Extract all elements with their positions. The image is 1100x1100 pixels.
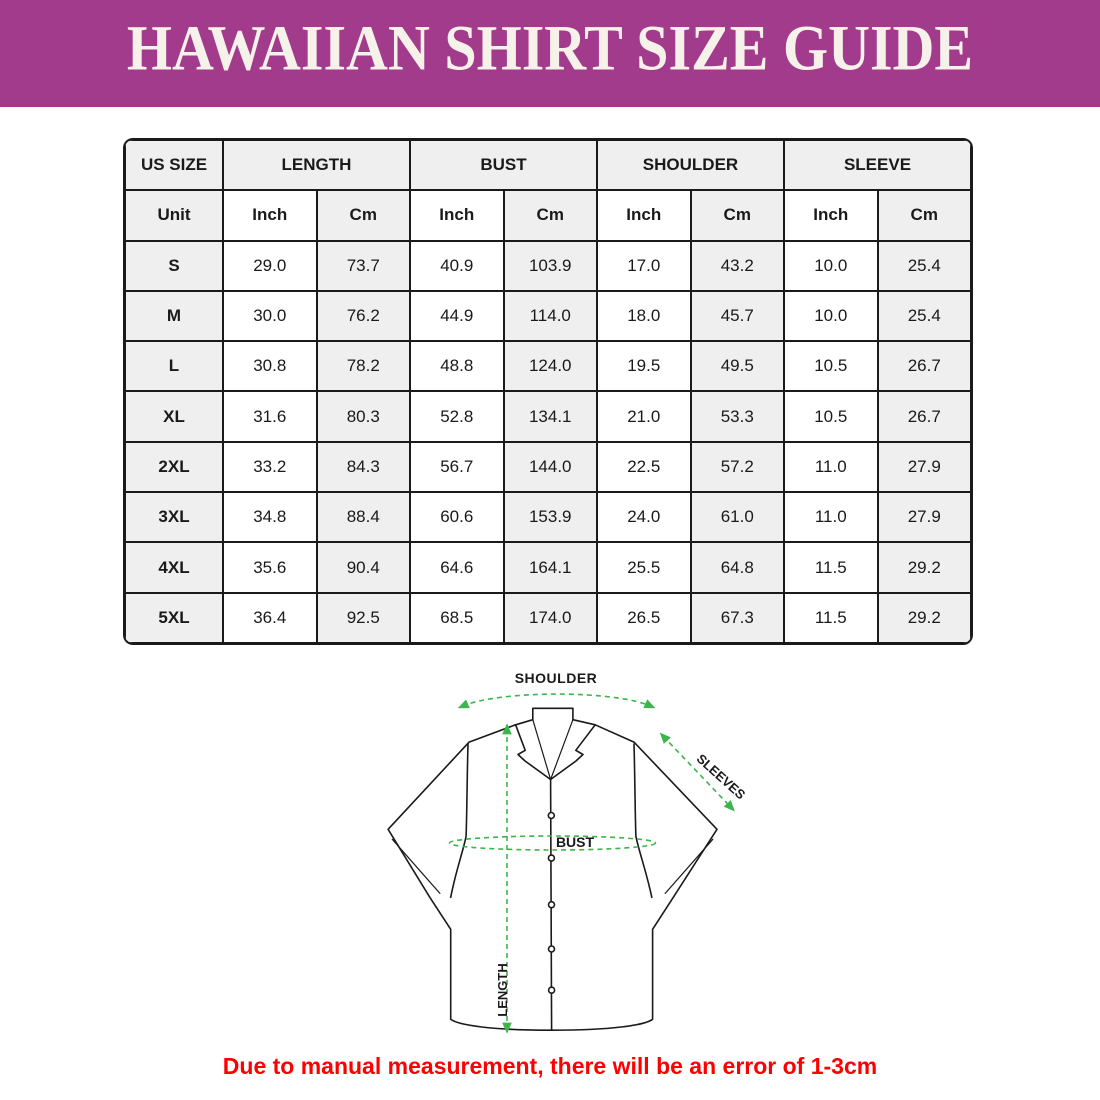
svg-text:SHOULDER: SHOULDER [515, 670, 598, 686]
svg-text:BUST: BUST [556, 834, 595, 850]
svg-text:LENGTH: LENGTH [495, 963, 510, 1016]
